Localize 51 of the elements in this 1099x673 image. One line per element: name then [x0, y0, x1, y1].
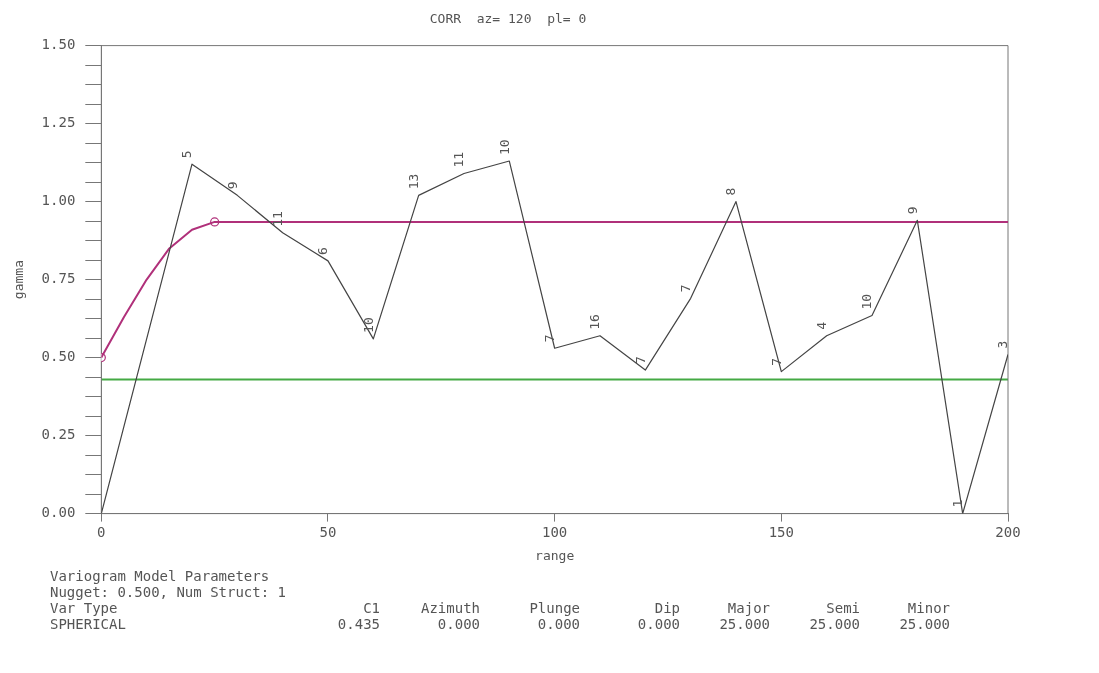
annotation: 10: [859, 293, 875, 310]
text: Dip: [653, 600, 680, 616]
text: C1: [362, 600, 380, 616]
text: Major: [726, 600, 770, 616]
annotation: 7: [768, 357, 784, 366]
text: 25.000: [808, 616, 860, 632]
text: 0.000: [636, 616, 680, 632]
chart-title: CORR az= 120 pl= 0: [429, 11, 587, 27]
x-tick-label: 50: [319, 523, 337, 540]
text: Azimuth: [420, 600, 480, 616]
annotation: 8: [723, 187, 739, 196]
y-tick-label: 1.25: [41, 114, 76, 131]
text: 0.000: [536, 616, 580, 632]
text: Variogram Model Parameters: [50, 568, 271, 584]
y-axis-title: gamma: [11, 260, 27, 300]
annotation: 13: [406, 173, 422, 190]
x-tick-label: 200: [995, 523, 1021, 540]
annotation: 6: [315, 247, 331, 255]
y-tick-label: 0.00: [41, 504, 76, 521]
y-tick-label: 0.50: [41, 348, 76, 365]
text: 0.000: [436, 616, 480, 632]
annotation: 11: [451, 151, 467, 168]
y-tick-label: 1.00: [41, 192, 76, 209]
annotation: 11: [270, 211, 286, 227]
text: Plunge: [528, 600, 580, 616]
annotation: 9: [904, 206, 920, 215]
text: 0.435: [336, 616, 380, 632]
y-tick-label: 0.25: [41, 426, 76, 443]
annotation: 10: [496, 139, 512, 156]
annotation: 3: [995, 340, 1011, 349]
y-tick-label: 1.50: [41, 36, 76, 53]
annotation: 4: [814, 321, 830, 330]
annotation: 1: [950, 499, 966, 508]
annotation: 10: [360, 317, 376, 333]
text: Semi: [825, 600, 860, 616]
text: Nugget: 0.500, Num Struct: 1: [50, 584, 287, 600]
y-tick-label: 0.75: [41, 270, 76, 287]
text: 25.000: [718, 616, 770, 632]
annotation: 7: [632, 356, 648, 365]
x-axis-title: range: [535, 547, 575, 563]
x-tick-label: 150: [768, 523, 794, 540]
text: Var Type: [50, 600, 119, 616]
text: Minor: [906, 600, 950, 616]
text: 25.000: [898, 616, 950, 632]
annotation: 16: [587, 314, 603, 330]
x-tick-label: 100: [542, 523, 568, 540]
x-tick-label: 0: [97, 523, 106, 540]
text: SPHERICAL: [50, 616, 127, 632]
annotation: 5: [179, 150, 195, 159]
annotation: 7: [678, 284, 694, 293]
annotation: 9: [224, 181, 240, 190]
